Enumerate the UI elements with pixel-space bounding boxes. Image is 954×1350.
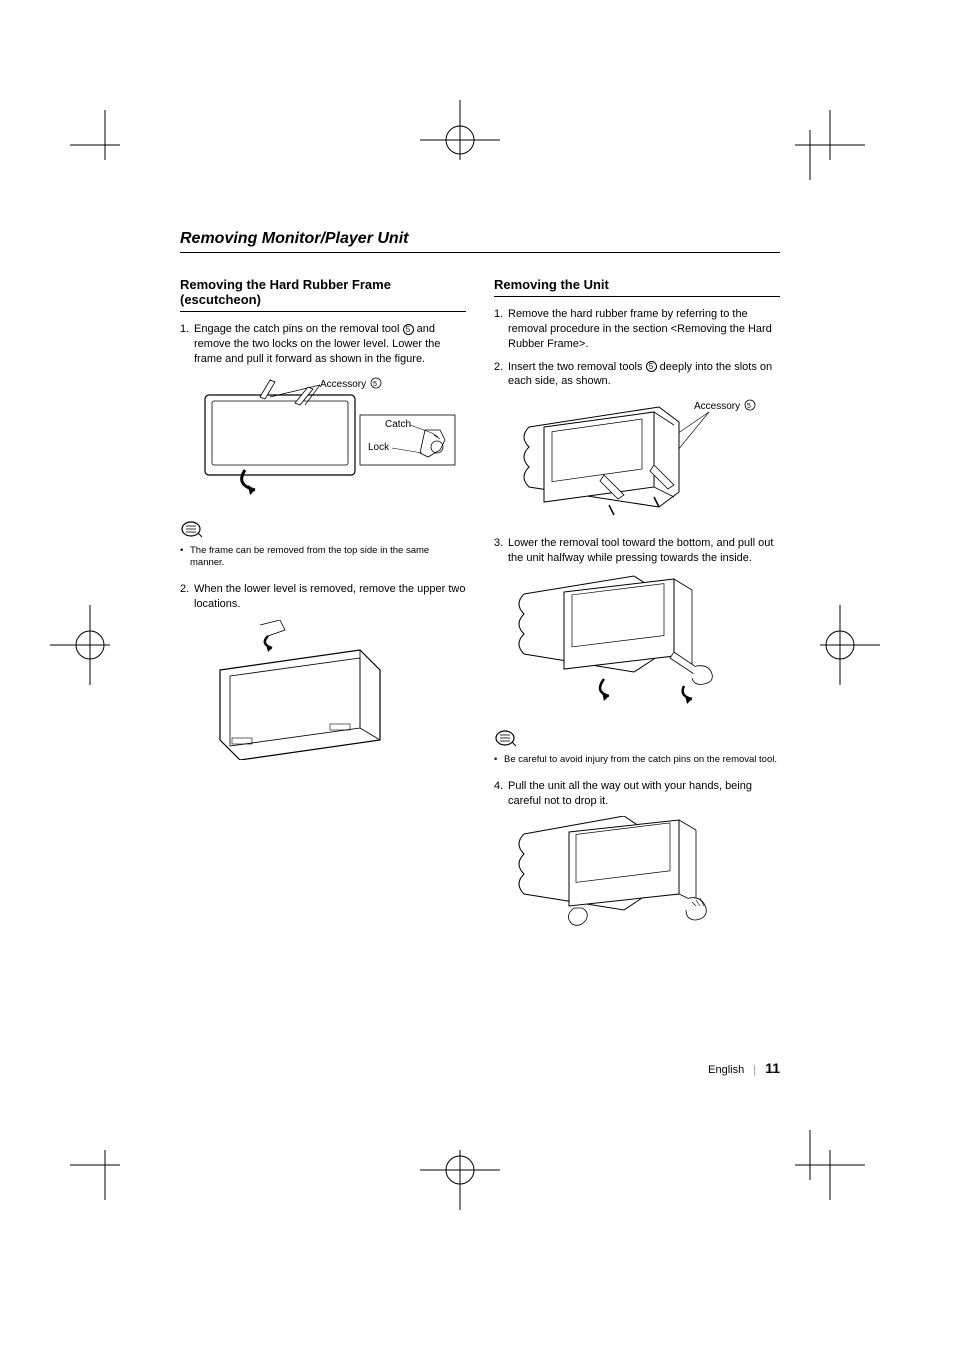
right-section-title: Removing the Unit [494,277,780,297]
right-figure-2 [514,574,780,709]
step-num: 4. [494,779,508,809]
page-content: Removing Monitor/Player Unit Removing th… [180,230,780,955]
step-text-a: Engage the catch pins on the removal too… [194,323,403,335]
fig-circled-num: 5 [747,403,751,410]
right-step-3: 3. Lower the removal tool toward the bot… [494,536,780,566]
left-figure-2 [200,620,466,765]
note-text: The frame can be removed from the top si… [190,545,466,571]
right-step-2: 2. Insert the two removal tools 5 deeply… [494,360,780,390]
page-title: Removing Monitor/Player Unit [180,230,780,253]
crop-mark-bc [420,1130,500,1210]
circled-num: 5 [646,361,657,372]
crop-mark-tl [70,110,140,180]
crop-mark-ml [50,605,130,685]
columns: Removing the Hard Rubber Frame (escutche… [180,277,780,955]
right-figure-1: Accessory 5 [514,397,780,522]
note-bullet: • [180,545,190,571]
left-note: • The frame can be removed from the top … [180,545,466,571]
right-column: Removing the Unit 1. Remove the hard rub… [494,277,780,955]
step-text: Insert the two removal tools 5 deeply in… [508,360,780,390]
crop-mark-tc [420,100,500,180]
crop-mark-br [775,1130,865,1200]
note-icon [494,729,516,752]
step-num: 3. [494,536,508,566]
left-figure-1: Accessory 5 Catch [200,375,466,500]
fig-label-catch: Catch [385,419,411,430]
note-bullet: • [494,754,504,767]
step-text: When the lower level is removed, remove … [194,582,466,612]
left-step-1: 1. Engage the catch pins on the removal … [180,322,466,367]
circled-num: 5 [403,324,414,335]
note-icon [180,520,202,543]
fig-circled-num: 5 [373,381,377,388]
note-text: Be careful to avoid injury from the catc… [504,754,780,767]
step-num: 2. [180,582,194,612]
left-column: Removing the Hard Rubber Frame (escutche… [180,277,466,955]
step-text: Pull the unit all the way out with your … [508,779,780,809]
step-text: Lower the removal tool toward the bottom… [508,536,780,566]
step-num: 1. [494,307,508,352]
step-num: 1. [180,322,194,367]
page-footer: English | 11 [708,1060,780,1076]
fig-label-accessory: Accessory [694,401,740,412]
left-section-title: Removing the Hard Rubber Frame (escutche… [180,277,466,312]
right-note: • Be careful to avoid injury from the ca… [494,754,780,767]
right-figure-3 [514,816,780,941]
step-text-a: Insert the two removal tools [508,361,646,373]
step-text: Engage the catch pins on the removal too… [194,322,466,367]
step-num: 2. [494,360,508,390]
footer-lang: English [708,1064,744,1076]
crop-mark-mr [800,605,880,685]
right-step-4: 4. Pull the unit all the way out with yo… [494,779,780,809]
fig-label-lock: Lock [368,442,390,453]
right-step-1: 1. Remove the hard rubber frame by refer… [494,307,780,352]
crop-mark-tr [775,110,865,180]
left-step-2: 2. When the lower level is removed, remo… [180,582,466,612]
crop-mark-bl [70,1130,140,1200]
footer-sep: | [753,1064,756,1076]
footer-page: 11 [765,1060,780,1076]
step-text: Remove the hard rubber frame by referrin… [508,307,780,352]
fig-label-accessory: Accessory [320,379,366,390]
